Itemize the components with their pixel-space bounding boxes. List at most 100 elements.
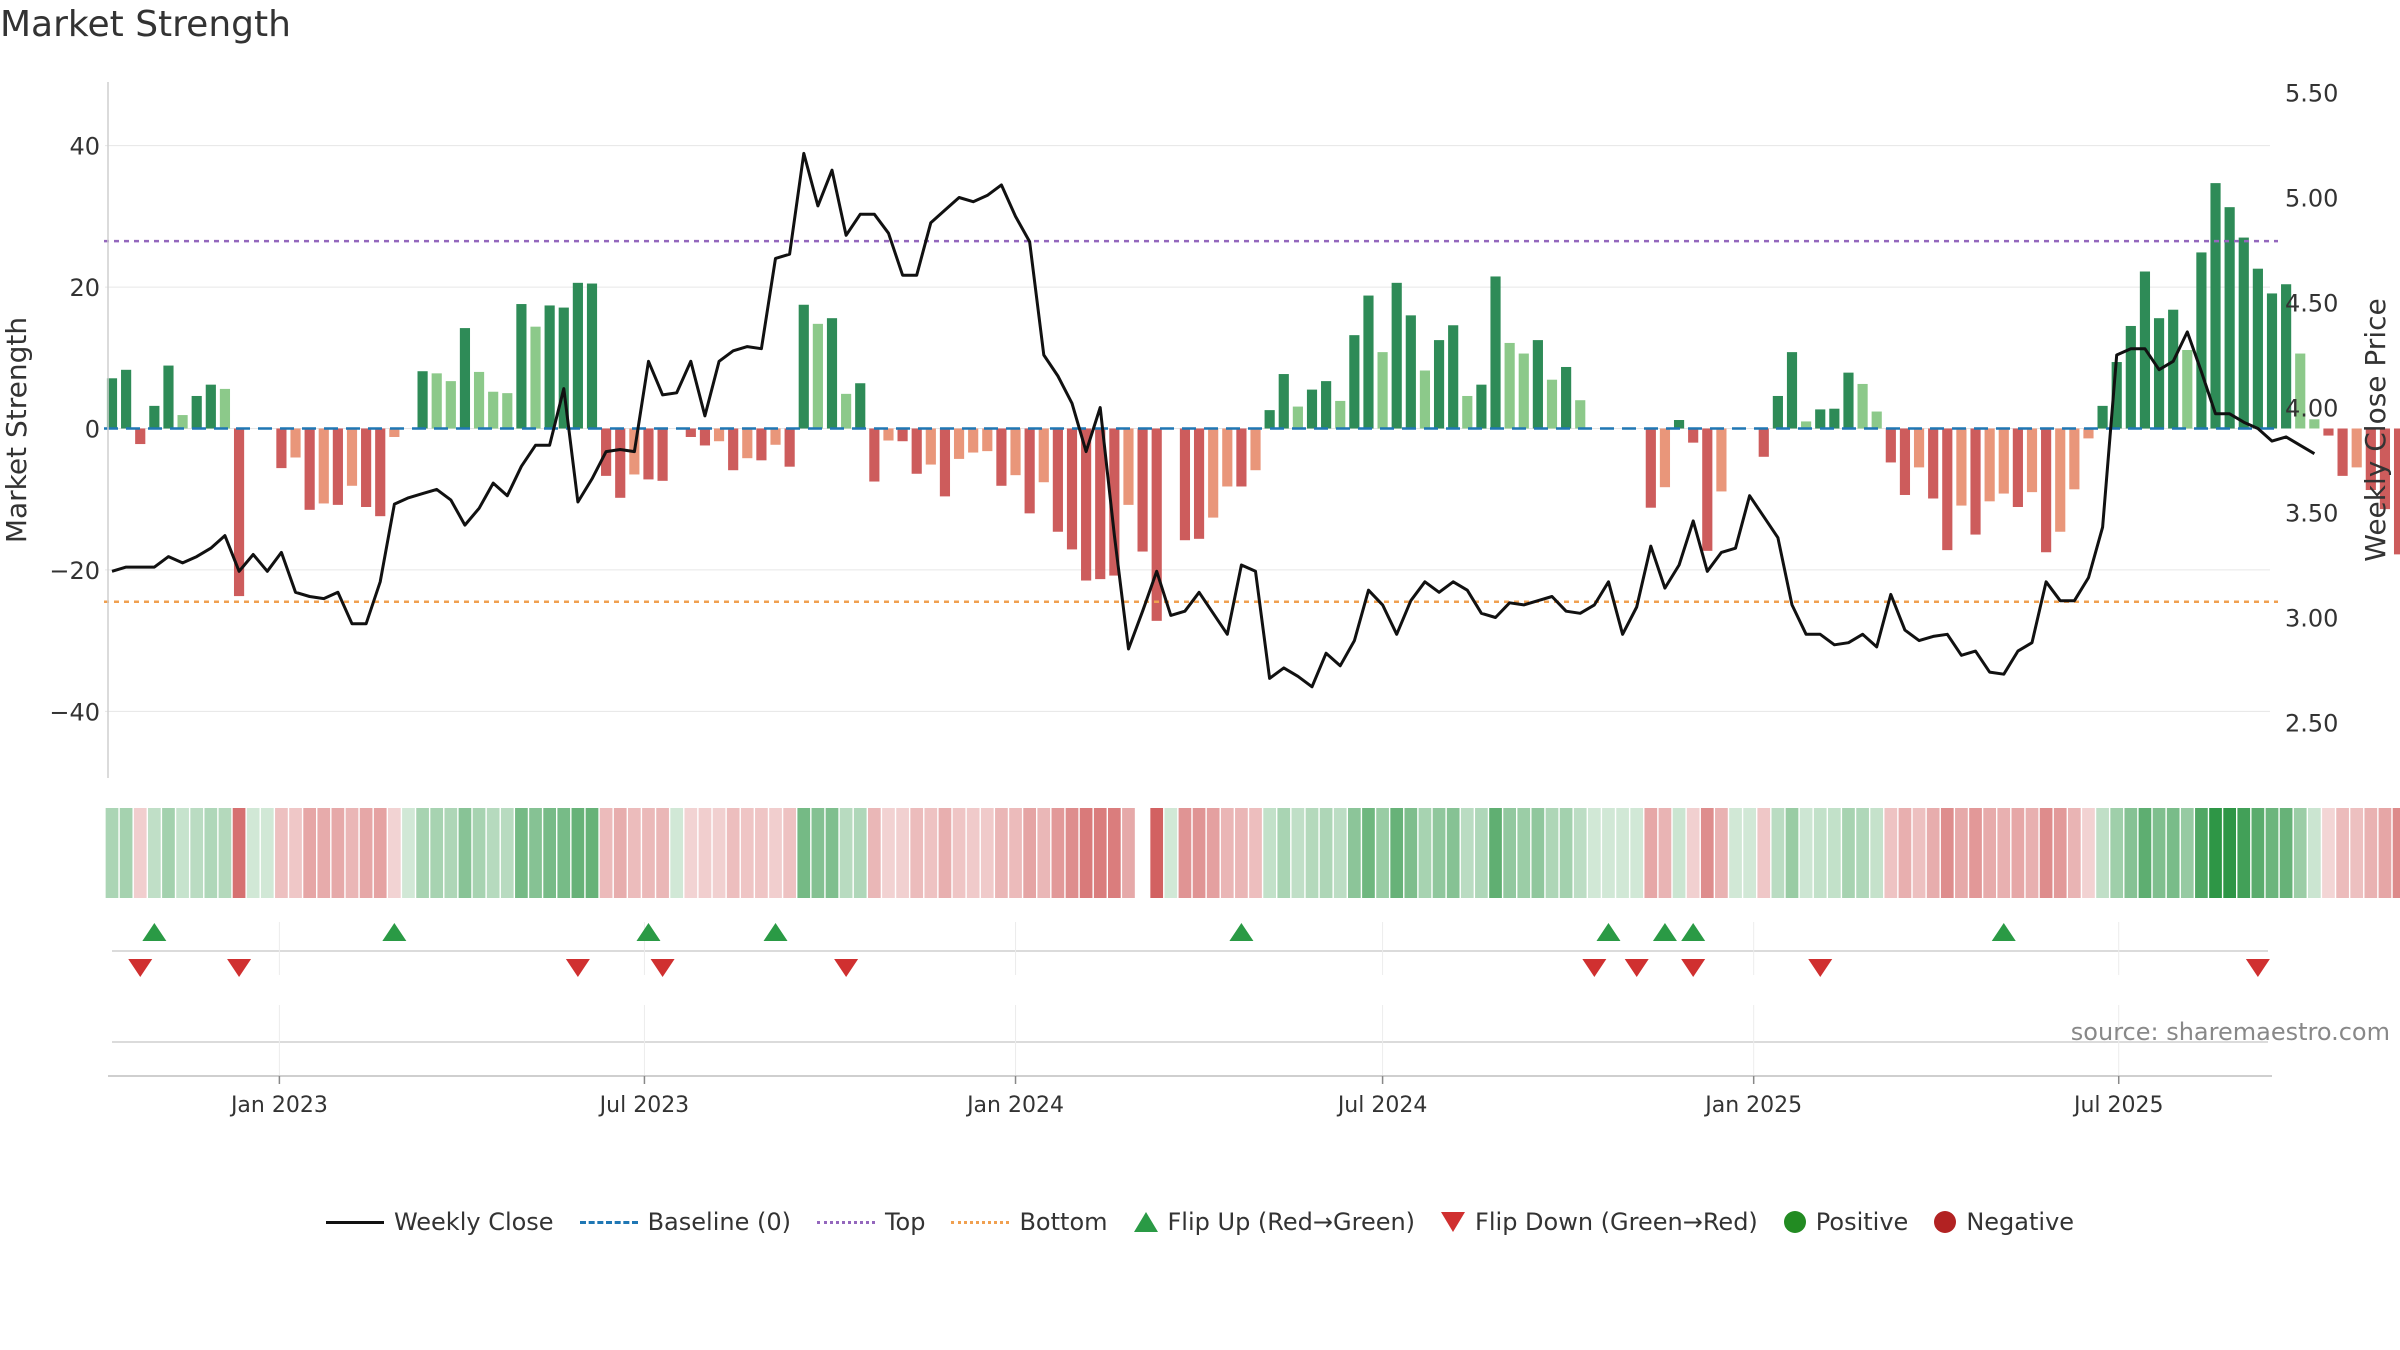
x-tick-label: Jul 2024 <box>1336 1093 1428 1118</box>
strength-bar <box>1349 335 1360 429</box>
strength-bar <box>516 304 527 429</box>
strength-bar <box>558 307 569 429</box>
legend-baseline: Baseline (0) <box>579 1208 791 1236</box>
heat-cell <box>190 808 204 898</box>
heat-cell <box>910 808 924 898</box>
heat-cell <box>1588 808 1601 898</box>
strength-bar <box>2224 207 2235 429</box>
strength-bar <box>2111 362 2122 429</box>
right-tick-label: 5.50 <box>2285 80 2338 108</box>
strength-bar <box>459 328 471 429</box>
strength-bar <box>473 371 485 429</box>
strength-bar <box>1024 428 1035 514</box>
heat-cell <box>1475 808 1488 898</box>
heat-cell <box>1051 808 1065 898</box>
heat-cell <box>1813 808 1827 898</box>
left-tick-label: 0 <box>85 416 100 444</box>
strength-bar <box>1801 421 1812 429</box>
strength-bar <box>798 304 809 429</box>
triangle-up-icon <box>1133 1212 1158 1232</box>
strength-bar <box>1885 428 1896 463</box>
flip-up-marker <box>382 923 407 941</box>
heat-cell <box>416 808 429 898</box>
heat-cell <box>148 808 161 898</box>
strength-bar <box>1081 428 1092 581</box>
flip-down-marker <box>1808 959 1833 977</box>
strength-bar <box>431 373 442 429</box>
heat-cell <box>1842 808 1855 898</box>
strength-bar <box>770 428 781 445</box>
legend-bottom: Bottom <box>951 1208 1108 1236</box>
strength-bar <box>2266 293 2278 429</box>
strength-bar <box>968 428 979 453</box>
strength-bar <box>1532 340 1543 429</box>
heat-cell <box>1531 808 1545 898</box>
heat-cell <box>2265 808 2279 898</box>
heat-cell <box>1362 808 1375 898</box>
legend-flip-up: Flip Up (Red→Green) <box>1133 1208 1415 1236</box>
heat-cell <box>2166 808 2180 898</box>
heat-cell <box>585 808 599 898</box>
strength-bar <box>1193 428 1205 539</box>
right-tick-label: 5.00 <box>2285 185 2338 213</box>
strength-bar <box>2055 428 2066 532</box>
strength-bar <box>233 428 245 597</box>
heat-cell <box>882 808 895 898</box>
heat-cell <box>740 808 754 898</box>
strength-bar <box>855 383 866 429</box>
heat-cell <box>119 808 133 898</box>
strength-bar <box>304 428 315 510</box>
left-tick-label: −40 <box>49 698 100 726</box>
heat-cell <box>1108 808 1121 898</box>
strength-bar <box>1462 395 1473 429</box>
heat-cell <box>1573 808 1587 898</box>
heat-cell <box>980 808 994 898</box>
strength-bar <box>1772 395 1783 429</box>
heat-cell <box>1460 808 1474 898</box>
strength-bar <box>1645 428 1656 508</box>
heat-cell <box>1912 808 1926 898</box>
heat-cell <box>2110 808 2124 898</box>
heat-cell <box>162 808 175 898</box>
heat-cell <box>1037 808 1051 898</box>
strength-bar <box>742 428 753 459</box>
legend: Weekly Close Baseline (0) Top Bottom Fli… <box>0 1208 2400 1236</box>
strength-bar <box>1716 428 1727 492</box>
heat-cell <box>1432 808 1446 898</box>
heat-cell <box>1206 808 1220 898</box>
strength-bar <box>2026 428 2038 493</box>
heat-cell <box>1192 808 1206 898</box>
heat-cell <box>1291 808 1305 898</box>
heat-cell <box>331 808 345 898</box>
right-tick-label: 2.50 <box>2285 710 2338 738</box>
strength-bar <box>1433 340 1445 429</box>
flip-down-marker <box>2245 959 2270 977</box>
heat-cell <box>613 808 627 898</box>
heat-cell <box>1630 808 1644 898</box>
strength-bar <box>1321 381 1332 429</box>
strength-bar <box>1052 428 1063 532</box>
heat-cell <box>2039 808 2053 898</box>
heat-cell <box>1729 808 1742 898</box>
strength-bar <box>1913 428 1925 468</box>
strength-bar <box>2153 318 2165 429</box>
source-note: source: sharemaestro.com <box>2070 1018 2390 1046</box>
heat-cell <box>1249 808 1262 898</box>
strength-bar <box>1066 428 1078 550</box>
strength-bar <box>1490 276 1501 429</box>
strength-bar <box>2069 428 2080 490</box>
strength-bar <box>332 428 343 505</box>
strength-bar <box>572 282 583 429</box>
strength-bar <box>121 369 132 429</box>
strength-bar <box>1984 428 1995 502</box>
heat-cell <box>1616 808 1629 898</box>
strength-bar <box>1377 352 1388 429</box>
strength-bar <box>205 384 216 429</box>
strength-bar <box>925 428 936 465</box>
strength-bar <box>713 428 725 442</box>
strength-bar <box>1306 389 1318 429</box>
flip-down-marker <box>650 959 675 977</box>
strength-bar <box>177 415 188 429</box>
strength-bar <box>1857 383 1868 429</box>
heat-cell <box>1348 808 1361 898</box>
